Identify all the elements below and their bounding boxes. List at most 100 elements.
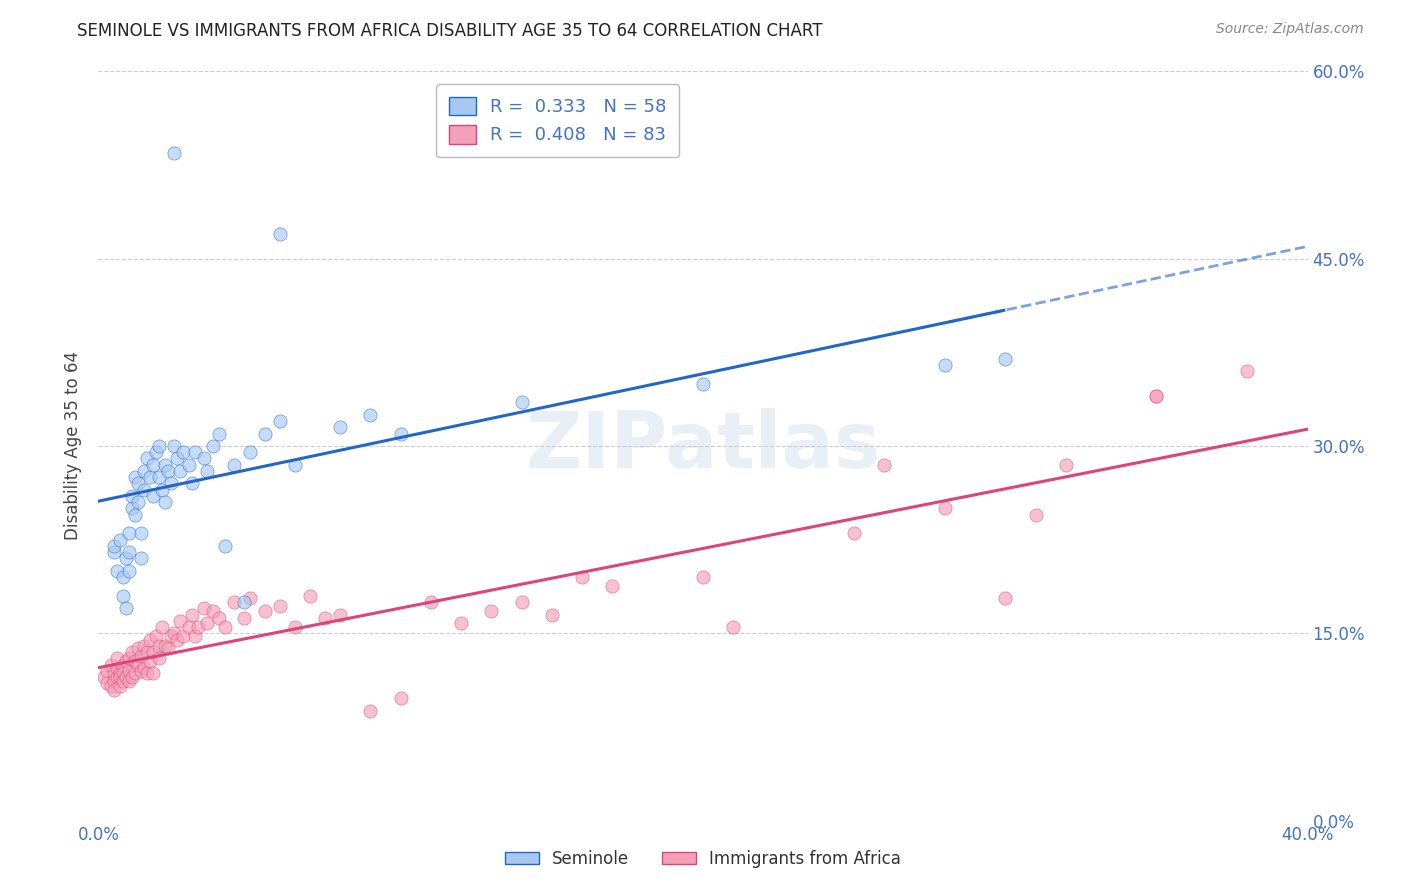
Point	[692, 570, 714, 584]
Point	[145, 445, 167, 459]
Point	[510, 395, 533, 409]
Point	[195, 616, 218, 631]
Point	[96, 664, 118, 678]
Point	[139, 632, 162, 647]
Point	[111, 666, 134, 681]
Point	[139, 654, 162, 668]
Point	[269, 414, 291, 428]
Point	[232, 611, 254, 625]
Point	[994, 351, 1017, 366]
Point	[148, 439, 170, 453]
Point	[124, 470, 146, 484]
Point	[284, 458, 307, 472]
Point	[179, 620, 201, 634]
Point	[329, 607, 352, 622]
Point	[121, 670, 143, 684]
Point	[329, 420, 352, 434]
Point	[127, 495, 149, 509]
Point	[108, 666, 131, 681]
Point	[214, 539, 236, 553]
Point	[129, 648, 152, 663]
Point	[142, 458, 165, 472]
Point	[118, 526, 141, 541]
Point	[172, 445, 194, 459]
Legend: Seminole, Immigrants from Africa: Seminole, Immigrants from Africa	[499, 844, 907, 875]
Point	[481, 604, 503, 618]
Point	[105, 661, 128, 675]
Point	[253, 604, 276, 618]
Point	[127, 641, 149, 656]
Point	[142, 666, 165, 681]
Point	[118, 651, 141, 665]
Point	[239, 591, 262, 606]
Point	[103, 673, 125, 688]
Point	[450, 616, 472, 631]
Point	[314, 611, 336, 625]
Point	[105, 670, 128, 684]
Point	[163, 145, 186, 160]
Point	[193, 451, 215, 466]
Point	[269, 599, 291, 613]
Point	[1054, 458, 1077, 472]
Point	[96, 676, 118, 690]
Y-axis label: Disability Age 35 to 64: Disability Age 35 to 64	[65, 351, 83, 541]
Point	[121, 501, 143, 516]
Point	[108, 679, 131, 693]
Point	[145, 629, 167, 643]
Point	[142, 645, 165, 659]
Point	[124, 666, 146, 681]
Point	[510, 595, 533, 609]
Point	[360, 408, 382, 422]
Point	[934, 501, 956, 516]
Point	[118, 545, 141, 559]
Point	[224, 458, 246, 472]
Point	[118, 564, 141, 578]
Point	[179, 458, 201, 472]
Point	[156, 464, 179, 478]
Point	[105, 651, 128, 665]
Point	[132, 661, 155, 675]
Point	[148, 470, 170, 484]
Point	[253, 426, 276, 441]
Point	[118, 664, 141, 678]
Point	[148, 651, 170, 665]
Point	[1144, 389, 1167, 403]
Point	[135, 666, 157, 681]
Point	[114, 670, 136, 684]
Point	[284, 620, 307, 634]
Point	[108, 670, 131, 684]
Text: ZIPatlas: ZIPatlas	[526, 408, 880, 484]
Point	[1024, 508, 1046, 522]
Point	[232, 595, 254, 609]
Point	[169, 614, 191, 628]
Point	[111, 570, 134, 584]
Point	[111, 657, 134, 672]
Point	[1236, 364, 1258, 378]
Point	[103, 539, 125, 553]
Point	[129, 526, 152, 541]
Point	[224, 595, 246, 609]
Point	[389, 691, 412, 706]
Point	[172, 629, 194, 643]
Point	[873, 458, 896, 472]
Point	[135, 645, 157, 659]
Point	[148, 639, 170, 653]
Point	[166, 451, 188, 466]
Point	[214, 620, 236, 634]
Legend: R =  0.333   N = 58, R =  0.408   N = 83: R = 0.333 N = 58, R = 0.408 N = 83	[436, 84, 679, 157]
Point	[844, 526, 866, 541]
Point	[153, 495, 176, 509]
Point	[129, 664, 152, 678]
Point	[184, 445, 207, 459]
Point	[114, 654, 136, 668]
Point	[150, 620, 173, 634]
Point	[269, 227, 291, 241]
Point	[153, 639, 176, 653]
Point	[132, 639, 155, 653]
Point	[121, 645, 143, 659]
Point	[169, 464, 191, 478]
Point	[103, 545, 125, 559]
Point	[111, 589, 134, 603]
Point	[132, 483, 155, 497]
Point	[103, 666, 125, 681]
